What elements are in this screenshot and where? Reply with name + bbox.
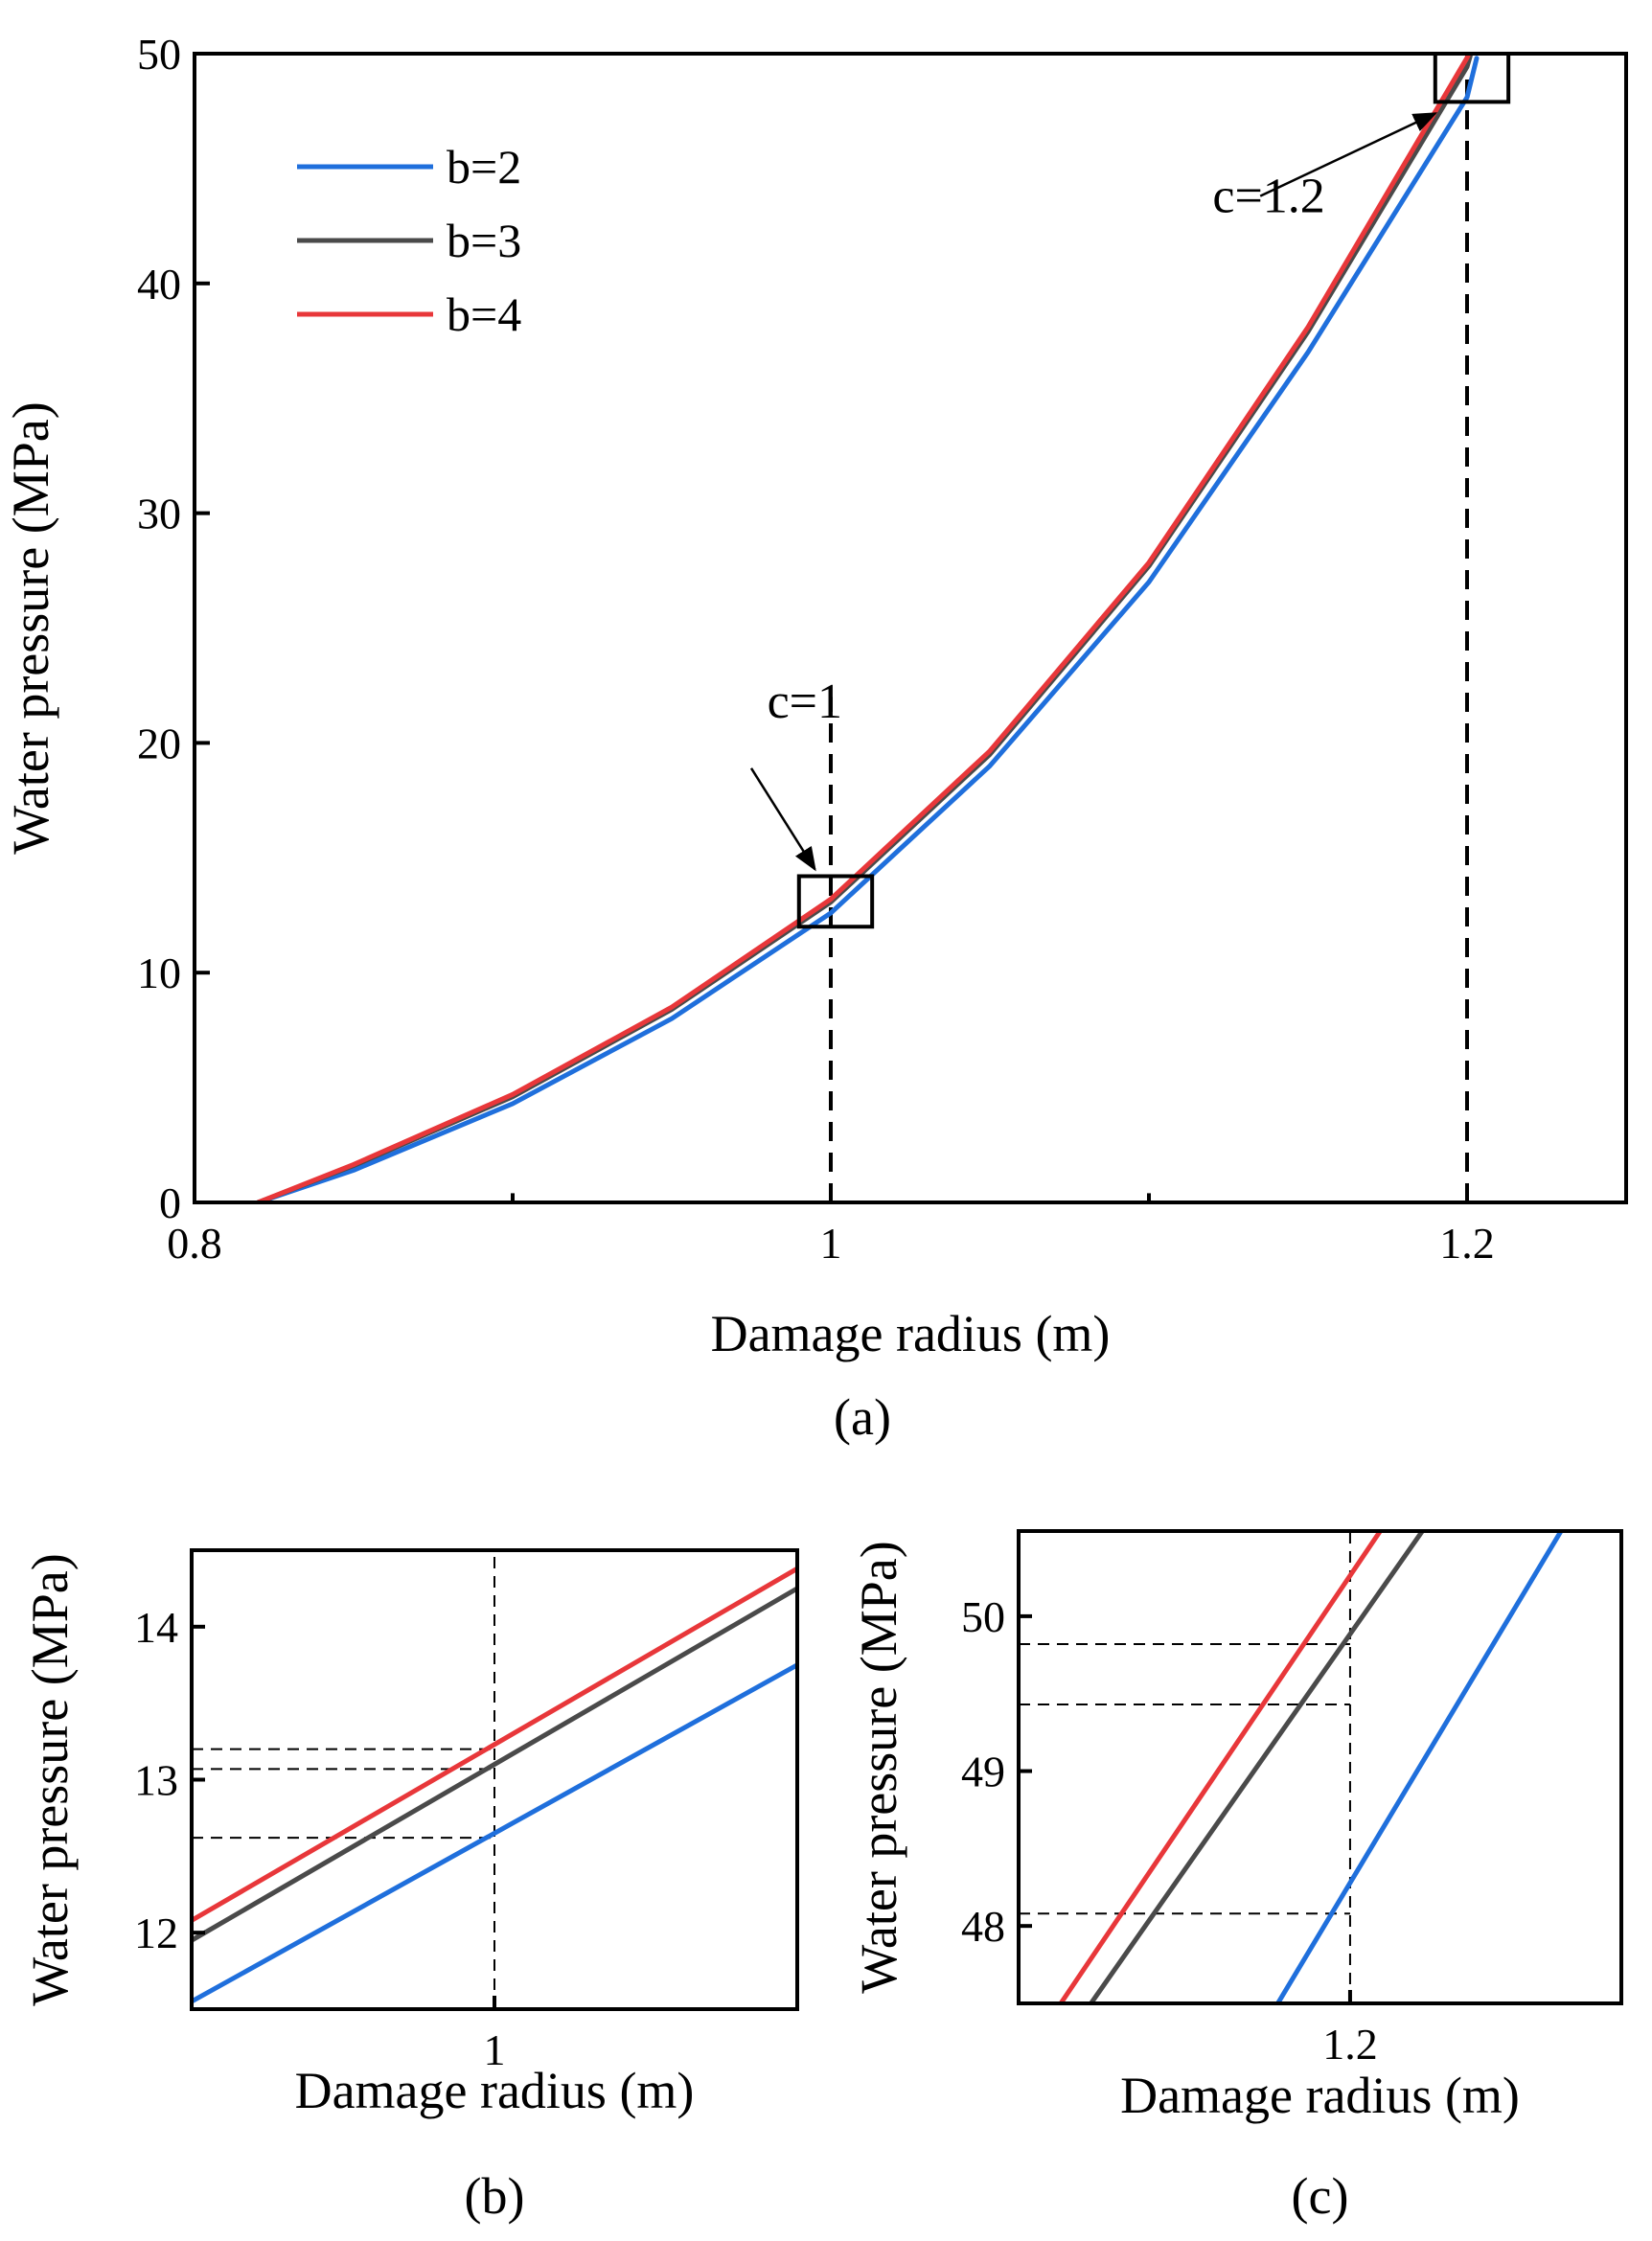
x-axis-title: Damage radius (m) bbox=[711, 1305, 1111, 1362]
panel-label: (b) bbox=[465, 2167, 525, 2225]
y-tick-label: 0 bbox=[159, 1178, 181, 1227]
y-tick-label: 50 bbox=[137, 30, 181, 79]
plot-frame bbox=[193, 52, 1628, 1204]
series-group bbox=[192, 1566, 797, 2004]
x-tick-label: 1.2 bbox=[1439, 1219, 1495, 1268]
legend-label: b=2 bbox=[447, 140, 521, 194]
x-tick-label: 1.2 bbox=[1322, 2020, 1378, 2069]
x-tick-label: 1 bbox=[484, 2025, 506, 2074]
x-tick-label: 0.8 bbox=[167, 1219, 222, 1268]
zoom-box bbox=[796, 874, 875, 929]
panel-label: (c) bbox=[1292, 2167, 1349, 2225]
y-tick-label: 13 bbox=[134, 1756, 178, 1805]
legend: b=2 b=3 b=4 bbox=[297, 140, 521, 341]
panel-label: (a) bbox=[834, 1388, 891, 1446]
chart-panel-a: c=1 c=1.2 0.8 1 1.2 0 10 20 30 40 50 Damage radius … bbox=[2, 30, 1628, 1446]
series-line-b2 bbox=[192, 1662, 797, 2004]
y-tick-label: 10 bbox=[137, 949, 181, 997]
y-tick-label: 50 bbox=[961, 1592, 1005, 1641]
y-tick-label: 12 bbox=[134, 1909, 178, 1957]
y-tick-label: 30 bbox=[137, 490, 181, 538]
y-tick-label: 20 bbox=[137, 719, 181, 767]
series-line-b4 bbox=[255, 54, 1472, 1202]
series-group bbox=[1058, 1531, 1564, 2003]
chart-panel-c: 1.2 48 49 50 Damage radius (m) Water pressure… bbox=[850, 1529, 1623, 2225]
chart-panel-b: 1 12 13 14 Damage radius (m) Water pressure (… bbox=[21, 1548, 799, 2225]
y-tick-label: 49 bbox=[961, 1748, 1005, 1796]
annotation-arrow bbox=[1259, 112, 1438, 197]
legend-label: b=3 bbox=[447, 214, 521, 267]
y-tick-label: 48 bbox=[961, 1902, 1005, 1951]
annotation-label: c=1.2 bbox=[1212, 169, 1324, 223]
series-line-b4 bbox=[1058, 1531, 1383, 2003]
series-line-b4 bbox=[192, 1566, 797, 1923]
x-axis-title: Damage radius (m) bbox=[1120, 2067, 1520, 2124]
legend-label: b=4 bbox=[447, 287, 521, 341]
series-line-b3 bbox=[1089, 1531, 1425, 2003]
x-tick-label: 1 bbox=[820, 1219, 842, 1268]
plot-frame bbox=[1017, 1529, 1623, 2005]
y-tick-label: 40 bbox=[137, 260, 181, 309]
y-tick-label: 14 bbox=[134, 1603, 178, 1652]
annotation-label: c=1 bbox=[768, 675, 842, 729]
x-axis-title: Damage radius (m) bbox=[295, 2062, 695, 2119]
series-group bbox=[255, 54, 1480, 1202]
y-axis-title: Water pressure (MPa) bbox=[850, 1541, 907, 1993]
annotation-arrow bbox=[749, 767, 816, 872]
series-line-b2 bbox=[1275, 1531, 1564, 2003]
series-line-b3 bbox=[192, 1586, 797, 1943]
series-line-b3 bbox=[255, 54, 1473, 1202]
series-line-b2 bbox=[255, 56, 1480, 1202]
y-axis-title: Water pressure (MPa) bbox=[2, 401, 59, 854]
y-axis-title: Water pressure (MPa) bbox=[21, 1553, 79, 2005]
